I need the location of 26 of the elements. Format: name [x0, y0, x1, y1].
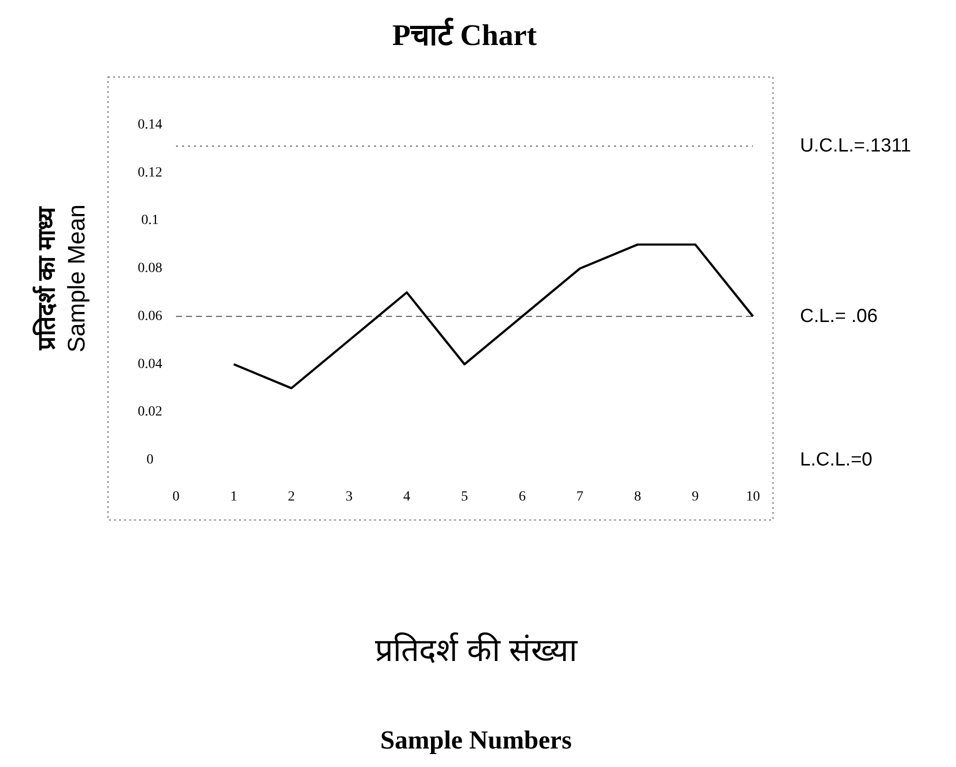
ref-line-label: U.C.L.=.1311 — [800, 136, 912, 157]
x-tick-label: 4 — [403, 490, 410, 504]
x-tick-label: 7 — [576, 490, 584, 504]
x-tick-label: 5 — [461, 490, 468, 504]
x-tick-label: 6 — [518, 490, 526, 504]
x-tick-label: 9 — [692, 490, 699, 504]
y-tick-label: 0 — [146, 452, 154, 468]
line-series — [232, 243, 754, 390]
text: प्रतिदर्श की संख्या Sample Numbers — [375, 632, 577, 754]
y-axis-title: प्रतिदर्श का माध्य Sample Mean — [32, 204, 90, 353]
x-tick-label: 10 — [746, 490, 760, 504]
text: L.C.L.=0 — [800, 450, 872, 470]
x-tick-label: 0 — [172, 490, 180, 504]
x-tick-label: 1 — [230, 490, 238, 504]
y-tick-label: 0.14 — [138, 117, 162, 132]
y-tick-label: 0.1 — [141, 213, 159, 228]
x-tick-label: 8 — [634, 490, 642, 504]
y-tick-label: 0.06 — [138, 308, 162, 324]
x-tick-label: 3 — [346, 490, 353, 504]
y-tick-label: 0.12 — [138, 165, 162, 180]
x-tick-label: 2 — [288, 490, 295, 504]
y-tick-label: 0.04 — [138, 356, 162, 372]
chart-title: Pचार्ट Chart — [392, 17, 537, 52]
y-tick-label: 0.02 — [138, 404, 162, 420]
y-tick-label: 0.08 — [138, 261, 162, 276]
ref-line-label: C.L.= .06 — [800, 306, 878, 327]
